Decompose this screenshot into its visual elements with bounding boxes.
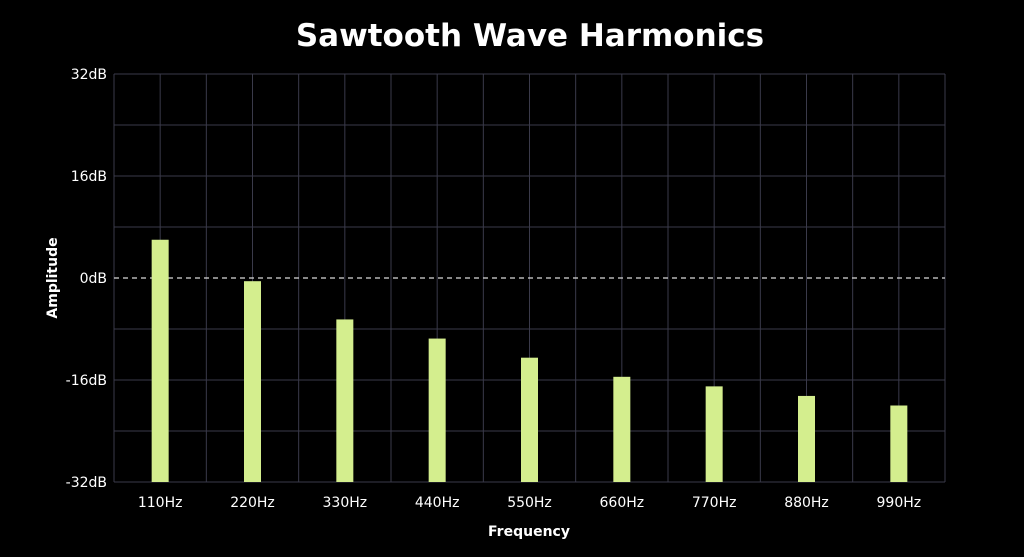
x-tick-label: 440Hz (415, 495, 460, 511)
y-tick-label: 0dB (80, 271, 107, 287)
bar-660Hz (613, 376, 631, 482)
y-axis-label: Amplitude (45, 237, 61, 318)
x-tick-label: 550Hz (507, 495, 552, 511)
bar-440Hz (428, 338, 446, 482)
chart-title: Sawtooth Wave Harmonics (296, 18, 764, 54)
x-tick-labels: 110Hz 220Hz 330Hz 440Hz 550Hz 660Hz 770Hz 880Hz… (138, 495, 921, 511)
x-tick-label: 880Hz (784, 495, 829, 511)
bar-220Hz (244, 281, 261, 482)
y-tick-label: 16dB (71, 169, 107, 185)
x-tick-label: 770Hz (692, 495, 737, 511)
y-tick-label: 32dB (71, 67, 107, 83)
x-tick-label: 220Hz (230, 495, 275, 511)
bar-550Hz (521, 357, 538, 482)
bars (151, 239, 908, 482)
x-tick-label: 110Hz (138, 495, 183, 511)
x-tick-label: 330Hz (323, 495, 368, 511)
x-tick-label: 990Hz (877, 495, 922, 511)
x-axis-label: Frequency (488, 524, 570, 540)
bar-990Hz (890, 405, 908, 482)
x-tick-label: 660Hz (600, 495, 645, 511)
y-tick-label: -16dB (66, 373, 107, 389)
bar-880Hz (798, 395, 815, 482)
y-tick-label: -32dB (66, 475, 107, 491)
bar-330Hz (336, 319, 354, 482)
bar-110Hz (151, 239, 169, 482)
bar-770Hz (705, 386, 723, 482)
y-tick-labels: -32dB -16dB 0dB 16dB 32dB (66, 67, 107, 491)
